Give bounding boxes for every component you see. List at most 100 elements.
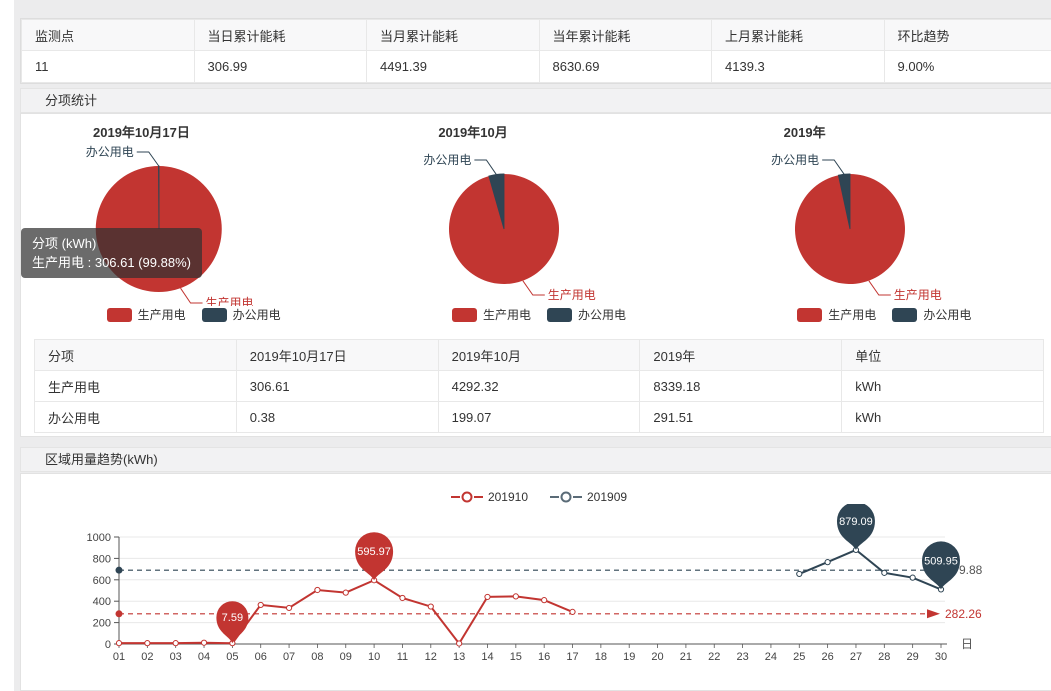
x-axis-label: 10 xyxy=(368,651,380,663)
x-axis-label: 13 xyxy=(453,651,465,663)
pie-charts-row: 2019年10月17日 生产用电 办公用电 办公用电 生产用电 2019年10月 … xyxy=(21,114,1051,338)
markpoint-pin-201910: 595.97 xyxy=(355,532,394,581)
table-cell: 11 xyxy=(21,50,195,83)
data-point[interactable] xyxy=(172,640,179,647)
label-line-production xyxy=(522,280,546,296)
x-axis-label: 20 xyxy=(651,651,663,663)
table-cell: kWh xyxy=(841,401,1044,433)
table-cell: 办公用电 xyxy=(34,401,237,433)
markline-label: 9.88 xyxy=(959,563,983,577)
x-axis-label: 18 xyxy=(595,651,607,663)
section-header-trend: 区域用量趋势(kWh) xyxy=(20,447,1051,472)
data-point[interactable] xyxy=(342,589,349,596)
legend-item-office[interactable]: 办公用电 xyxy=(546,306,626,323)
pin-shape xyxy=(836,504,875,550)
pin-shape xyxy=(355,532,394,581)
data-point[interactable] xyxy=(512,593,519,600)
column-header: 当月累计能耗 xyxy=(366,19,540,51)
data-point[interactable] xyxy=(541,597,548,604)
table-cell: 8339.18 xyxy=(639,370,843,402)
pie-label-production: 生产用电 xyxy=(206,296,254,306)
pie-label-office: 办公用电 xyxy=(771,152,819,167)
legend-item-office[interactable]: 办公用电 xyxy=(201,306,281,323)
legend-item-201910[interactable]: 201910 xyxy=(450,490,528,504)
data-point[interactable] xyxy=(399,594,406,602)
column-header: 当年累计能耗 xyxy=(538,19,712,51)
data-point[interactable] xyxy=(881,569,888,576)
x-axis-label: 28 xyxy=(878,651,890,663)
chart-tooltip: 分项 (kWh) 生产用电 : 306.61 (99.88%) xyxy=(21,228,202,278)
pie-chart-year: 2019年 生产用电 办公用电 办公用电 生产用电 xyxy=(712,114,1051,338)
legend-item-production[interactable]: 生产用电 xyxy=(451,306,531,323)
legend-item-201909[interactable]: 201909 xyxy=(550,490,627,504)
x-axis-label: 26 xyxy=(821,651,833,663)
data-point[interactable] xyxy=(427,603,434,610)
markpoint-pin-201909: 509.95 xyxy=(922,541,960,590)
label-line-office xyxy=(474,159,498,175)
data-point[interactable] xyxy=(569,608,576,616)
pin-shape xyxy=(216,601,249,644)
table-cell: 9.00% xyxy=(883,50,1051,83)
trend-chart-panel: 201910 201909 0 200 400 600 800 1000 01 02 03 04 0… xyxy=(20,473,1051,691)
data-point[interactable] xyxy=(484,593,491,601)
pie-title: 2019年10月 xyxy=(438,125,508,140)
x-axis-label: 14 xyxy=(481,651,493,663)
data-point[interactable] xyxy=(456,640,463,647)
data-point[interactable] xyxy=(200,639,208,646)
pie-chart-day: 2019年10月17日 生产用电 办公用电 办公用电 生产用电 xyxy=(21,114,366,338)
table-row: 办公用电 0.38 199.07 291.51 kWh xyxy=(34,401,1044,433)
pie-label-office: 办公用电 xyxy=(424,152,472,167)
data-point[interactable] xyxy=(285,604,293,612)
table-cell: 199.07 xyxy=(437,401,641,433)
x-axis-label: 27 xyxy=(850,651,862,663)
column-header: 环比趋势 xyxy=(883,19,1051,51)
y-axis-label: 800 xyxy=(93,553,111,565)
x-axis-label: 16 xyxy=(538,651,550,663)
y-axis-label: 200 xyxy=(93,618,111,630)
markpoint-pin-201909: 879.09 xyxy=(836,504,875,550)
legend-item-production[interactable]: 生产用电 xyxy=(106,306,186,323)
legend-label: 201910 xyxy=(487,490,528,504)
data-point[interactable] xyxy=(824,559,831,566)
pie-slice-office[interactable] xyxy=(837,173,851,230)
table-header-row: 监测点 当日累计能耗 当月累计能耗 当年累计能耗 上月累计能耗 环比趋势 xyxy=(21,19,1051,51)
table-header-row: 分项 2019年10月17日 2019年10月 2019年 单位 xyxy=(34,339,1044,371)
y-axis-label: 1000 xyxy=(87,532,111,544)
markline-start-dot xyxy=(115,610,123,618)
y-axis-label: 400 xyxy=(93,596,111,608)
pie-legend: 生产用电 办公用电 xyxy=(366,306,711,323)
data-point[interactable] xyxy=(144,640,151,647)
legend-swatch-office xyxy=(892,307,918,322)
markpoint-pin-201910: 7.59 xyxy=(216,601,249,644)
table-row: 11 306.99 4491.39 8630.69 4139.3 9.00% xyxy=(21,50,1051,83)
pie-label-office: 办公用电 xyxy=(86,144,134,159)
pie-slice-office[interactable] xyxy=(488,173,505,230)
table-cell: 8630.69 xyxy=(538,50,712,83)
column-header: 上月累计能耗 xyxy=(711,19,885,51)
legend-swatch-production xyxy=(106,307,132,322)
x-axis-label: 04 xyxy=(198,651,210,663)
table-cell: kWh xyxy=(841,370,1044,402)
subitem-detail-table: 分项 2019年10月17日 2019年10月 2019年 单位 生产用电 306.61 42… xyxy=(34,339,1044,433)
x-axis-label: 09 xyxy=(340,651,352,663)
legend-item-office[interactable]: 办公用电 xyxy=(892,306,971,323)
tooltip-value: 生产用电 : 306.61 (99.88%) xyxy=(32,255,191,270)
legend-label: 办公用电 xyxy=(232,308,281,322)
data-point[interactable] xyxy=(257,601,264,609)
monitor-summary-panel: 监测点 当日累计能耗 当月累计能耗 当年累计能耗 上月累计能耗 环比趋势 11 306.99 4… xyxy=(20,18,1051,84)
legend-label: 生产用电 xyxy=(828,308,877,322)
data-point[interactable] xyxy=(796,570,803,578)
x-axis-label: 07 xyxy=(283,651,295,663)
data-point[interactable] xyxy=(909,574,916,581)
x-axis-label: 29 xyxy=(907,651,919,663)
label-line-office xyxy=(821,159,845,175)
data-point[interactable] xyxy=(314,586,321,594)
table-cell: 0.38 xyxy=(235,401,439,433)
label-line-office xyxy=(136,151,160,167)
legend-item-production[interactable]: 生产用电 xyxy=(797,306,876,323)
pie-legend: 生产用电 办公用电 xyxy=(21,306,366,323)
column-header: 2019年10月 xyxy=(437,339,641,371)
data-point[interactable] xyxy=(115,640,123,647)
x-axis-label: 08 xyxy=(311,651,323,663)
